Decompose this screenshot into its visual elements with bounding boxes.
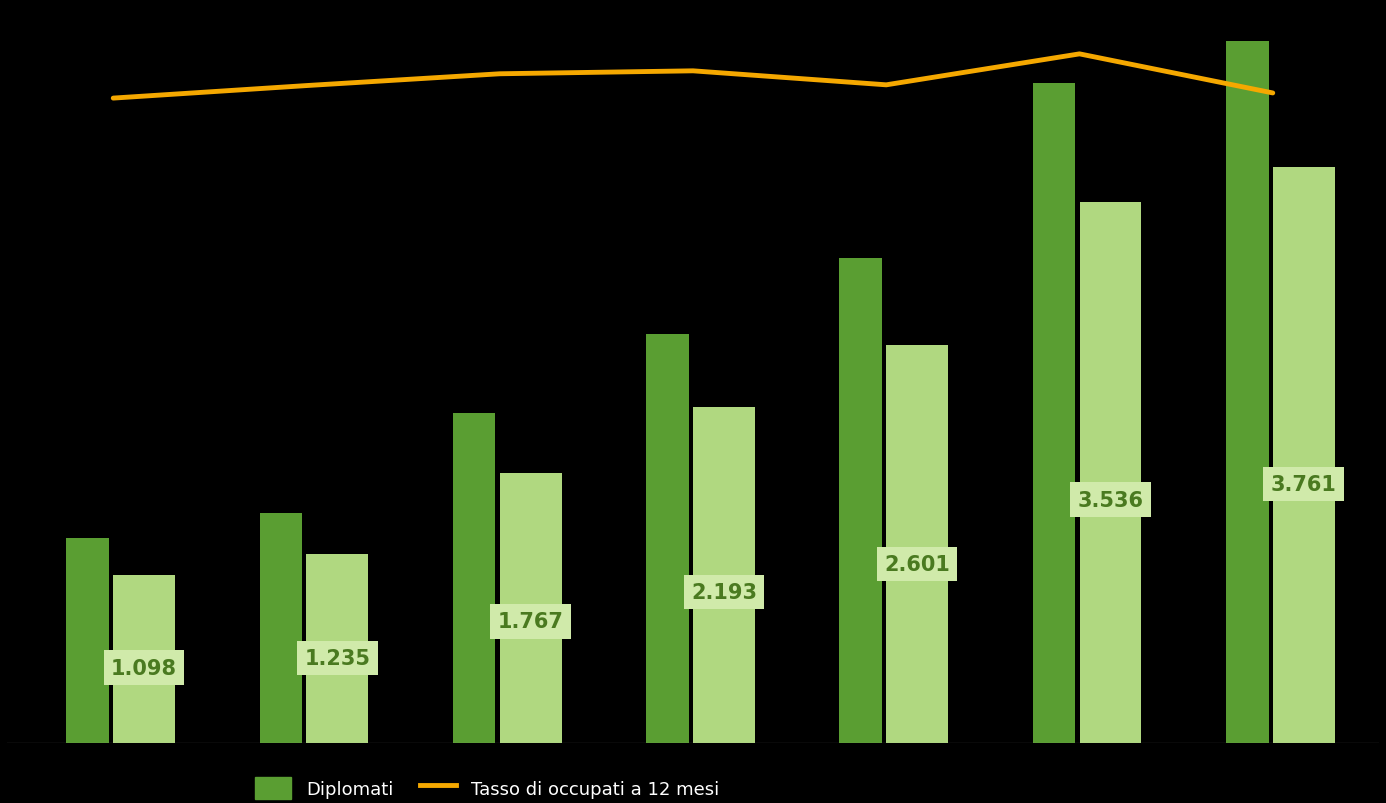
Bar (693, 408, 755, 744)
Text: 2.193: 2.193 (690, 582, 757, 602)
Text: 3.761: 3.761 (1271, 475, 1336, 495)
Bar (306, 554, 369, 744)
Bar (840, 259, 881, 744)
Bar (1227, 42, 1268, 744)
Bar (67, 539, 109, 744)
Bar (1033, 84, 1076, 744)
Legend: Diplomati, Tasso di occupati a 12 mesi: Diplomati, Tasso di occupati a 12 mesi (247, 768, 728, 803)
Bar (114, 576, 175, 744)
Text: 1.098: 1.098 (111, 658, 177, 678)
Bar (1272, 168, 1335, 744)
Bar (1080, 202, 1141, 744)
Text: 2.601: 2.601 (884, 554, 951, 574)
Bar (886, 345, 948, 744)
Bar (453, 414, 495, 744)
Text: 1.235: 1.235 (305, 648, 370, 668)
Bar (646, 334, 689, 744)
Text: 3.536: 3.536 (1077, 490, 1143, 510)
Bar (500, 473, 561, 744)
Bar (259, 513, 302, 744)
Text: 1.767: 1.767 (498, 612, 564, 632)
